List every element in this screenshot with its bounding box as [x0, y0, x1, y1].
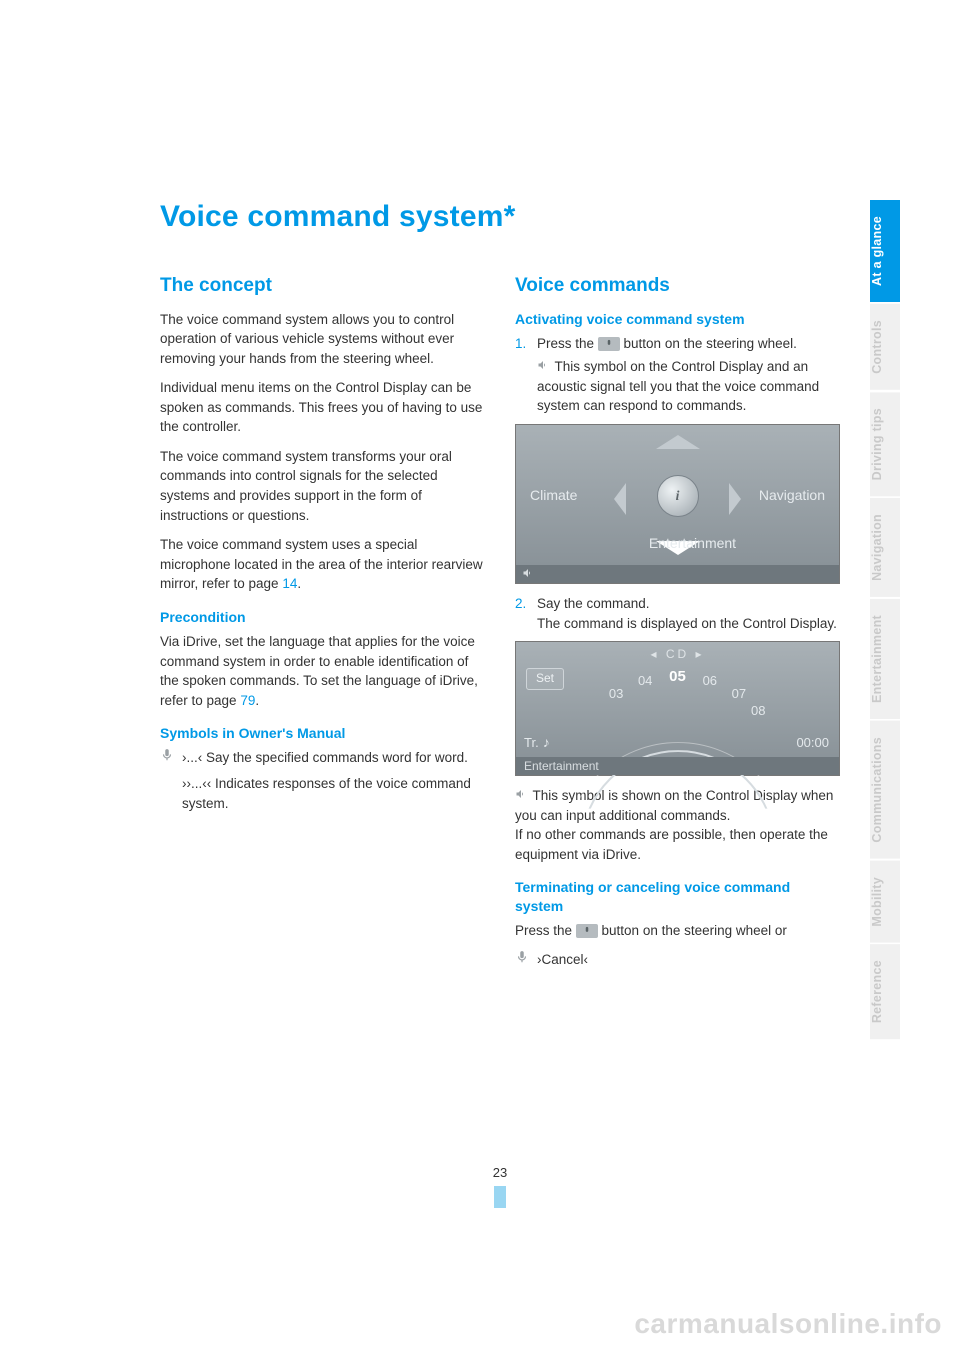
page-number: 23	[493, 1165, 507, 1180]
precondition-text: Via iDrive, set the language that applie…	[160, 632, 485, 710]
term-a: Press the	[515, 923, 576, 938]
mic-icon	[160, 748, 182, 768]
step-1-num: 1.	[515, 334, 537, 416]
symbol-2-text: Indicates responses of the voice command…	[182, 776, 471, 811]
voice-button-icon-2	[576, 924, 598, 938]
tick-04: 04	[638, 672, 652, 691]
step1-a: Press the	[537, 336, 598, 351]
concept-p4: The voice command system uses a special …	[160, 535, 485, 594]
control-display-screenshot-1: i Climate Navigation Entertainment	[515, 424, 840, 584]
terminate-text: Press the button on the steering wheel o…	[515, 921, 840, 941]
tick-08: 08	[751, 702, 765, 721]
voice-status-icon	[522, 567, 534, 584]
track-label: Tr. ♪	[524, 732, 550, 753]
step-1-sub: This symbol on the Control Display and a…	[537, 357, 840, 416]
menu-navigation: Navigation	[759, 485, 825, 505]
two-column-layout: The concept The voice command system all…	[160, 272, 840, 976]
symbol-1-body: ›...‹ Say the specified commands word fo…	[182, 748, 485, 768]
symbol-row-1: ›...‹ Say the specified commands word fo…	[160, 748, 485, 768]
tab-driving-tips[interactable]: Driving tips	[870, 392, 900, 496]
step1-b: button on the steering wheel.	[620, 336, 797, 351]
tick-06: 06	[703, 672, 717, 691]
step-2: 2. Say the command. The command is displ…	[515, 594, 840, 633]
symbol-1-text: Say the specified commands word for word…	[206, 750, 468, 765]
heading-precondition: Precondition	[160, 608, 485, 626]
right-arrow-icon	[729, 483, 741, 515]
heading-symbols: Symbols in Owner's Manual	[160, 724, 485, 742]
track-text: Tr.	[524, 735, 539, 750]
voice-wave-icon	[537, 359, 549, 376]
up-arrow-icon	[656, 435, 700, 449]
bottom-bar: Entertainment	[516, 757, 839, 775]
note-icon: ♪	[543, 734, 550, 750]
heading-activating: Activating voice command system	[515, 310, 840, 328]
step-2-body: Say the command. The command is displaye…	[537, 594, 840, 633]
tick-03: 03	[609, 685, 623, 704]
concept-p3: The voice command system transforms your…	[160, 447, 485, 525]
heading-voice-commands: Voice commands	[515, 272, 840, 300]
cancel-command: ›Cancel‹	[537, 950, 840, 970]
symbol-2-body: ››...‹‹ Indicates responses of the voice…	[182, 774, 485, 813]
symbol-1-mark: ›...‹	[182, 750, 202, 765]
tick-07: 07	[732, 685, 746, 704]
tab-entertainment[interactable]: Entertainment	[870, 599, 900, 719]
tick-05: 05	[669, 666, 686, 688]
symbol-2-mark: ››...‹‹	[182, 776, 211, 791]
tab-mobility[interactable]: Mobility	[870, 861, 900, 943]
step-1: 1. Press the button on the steering whee…	[515, 334, 840, 416]
left-column: The concept The voice command system all…	[160, 272, 485, 976]
tab-at-a-glance[interactable]: At a glance	[870, 200, 900, 302]
concept-p1: The voice command system allows you to c…	[160, 310, 485, 369]
step-1-body: Press the button on the steering wheel. …	[537, 334, 840, 416]
heading-the-concept: The concept	[160, 272, 485, 300]
tab-communications[interactable]: Communications	[870, 721, 900, 859]
status-bar	[516, 565, 839, 583]
watermark: carmanualsonline.info	[634, 1308, 942, 1340]
time-label: 00:00	[796, 734, 829, 753]
page-number-bar	[494, 1186, 506, 1208]
section-tabs: At a glance Controls Driving tips Naviga…	[870, 200, 900, 1039]
step-2-num: 2.	[515, 594, 537, 633]
page-content: Voice command system* The concept The vo…	[160, 200, 840, 976]
cd-header: ◂ CD ▸	[650, 646, 704, 663]
control-display-screenshot-2: ◂ CD ▸ Set 03 04 05 06 07 08 Tr.♪ 00:00 …	[515, 641, 840, 776]
term-b: button on the steering wheel or	[598, 923, 787, 938]
tab-controls[interactable]: Controls	[870, 304, 900, 390]
step2-b: The command is displayed on the Control …	[537, 616, 837, 631]
voice-button-icon	[598, 337, 620, 351]
step2-a: Say the command.	[537, 596, 650, 611]
menu-climate: Climate	[530, 485, 577, 505]
info-icon: i	[657, 475, 699, 517]
page-footer: 23	[160, 1164, 840, 1208]
mic-icon-2	[515, 950, 537, 970]
blank-icon	[160, 774, 182, 813]
precond-a: Via iDrive, set the language that applie…	[160, 634, 478, 708]
cancel-command-row: ›Cancel‹	[515, 950, 840, 970]
tab-navigation[interactable]: Navigation	[870, 498, 900, 597]
left-arrow-icon	[614, 483, 626, 515]
tab-reference[interactable]: Reference	[870, 944, 900, 1039]
concept-p4a: The voice command system uses a special …	[160, 537, 483, 591]
precond-b: .	[255, 693, 259, 708]
concept-p4b: .	[297, 576, 301, 591]
menu-entertainment: Entertainment	[619, 533, 736, 553]
page-link-14[interactable]: 14	[282, 576, 297, 591]
page-link-79[interactable]: 79	[240, 693, 255, 708]
right-column: Voice commands Activating voice command …	[515, 272, 840, 976]
symbol-row-2: ››...‹‹ Indicates responses of the voice…	[160, 774, 485, 813]
heading-terminating: Terminating or canceling voice command s…	[515, 878, 840, 914]
step1-sub-text: This symbol on the Control Display and a…	[537, 359, 819, 413]
concept-p2: Individual menu items on the Control Dis…	[160, 378, 485, 437]
set-button: Set	[526, 668, 564, 690]
page-title: Voice command system*	[160, 200, 840, 234]
voice-wave-icon-2	[515, 788, 527, 805]
